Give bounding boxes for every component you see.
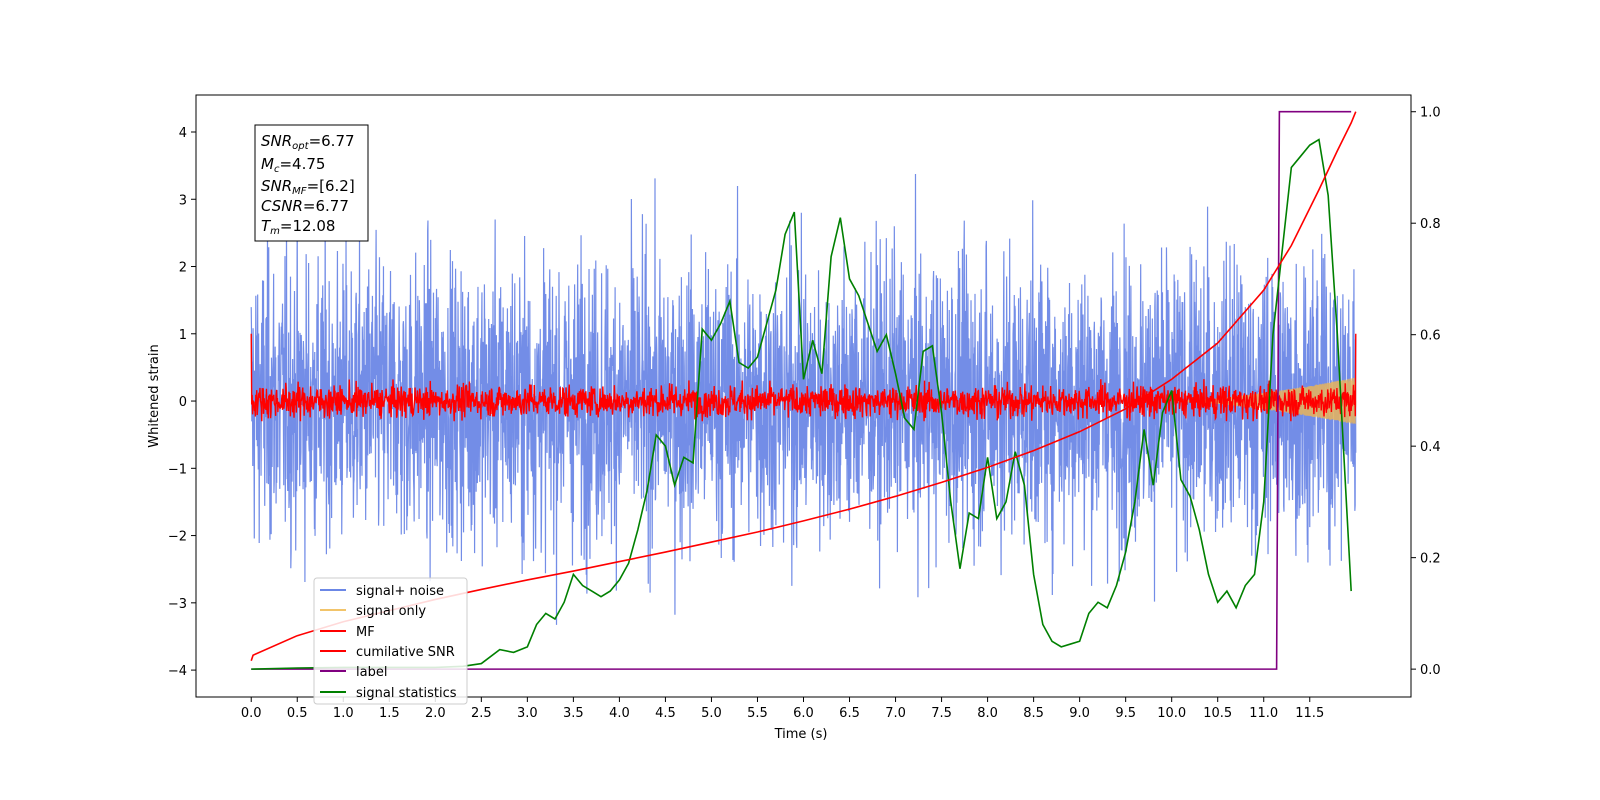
x-tick-label: 3.0 <box>517 706 538 721</box>
x-tick-label: 1.5 <box>379 706 400 721</box>
y-tick-label: −3 <box>168 597 187 612</box>
x-axis-label: Time (s) <box>774 727 828 742</box>
legend-frame <box>313 577 468 705</box>
x-tick-label: 6.5 <box>839 706 860 721</box>
x-tick-label: 7.5 <box>931 706 952 721</box>
y-tick-label: −1 <box>168 462 187 477</box>
y-axis-label: Whitened strain <box>147 344 162 447</box>
x-tick-label: 11.0 <box>1249 706 1278 721</box>
stat-snr-opt: SNRopt=6.77 <box>261 132 355 152</box>
y-tick-label: 2 <box>179 261 187 276</box>
x-tick-label: 4.0 <box>609 706 630 721</box>
stat-mc: Mc=4.75 <box>261 155 325 175</box>
y2-tick-label: 0.0 <box>1420 663 1441 678</box>
legend-label-label: label <box>356 665 387 680</box>
x-tick-label: 0.0 <box>241 706 262 721</box>
legend-label-signal-only: signal only <box>356 604 426 619</box>
legend-label-signal-noise: signal+ noise <box>356 584 444 599</box>
y-tick-label: 0 <box>179 395 187 410</box>
stat-snr-mf: SNRMF=[6.2] <box>261 177 355 197</box>
stats-box-frame <box>254 124 369 242</box>
legend-label-cumulative-snr: cumilative SNR <box>356 645 455 660</box>
y-tick-label: 1 <box>179 328 187 343</box>
x-tick-label: 5.5 <box>747 706 768 721</box>
y-tick-label: 4 <box>179 126 187 141</box>
y2-tick-label: 0.4 <box>1420 440 1441 455</box>
x-tick-label: 9.5 <box>1115 706 1136 721</box>
x-tick-label: 5.0 <box>701 706 722 721</box>
x-tick-label: 7.0 <box>885 706 906 721</box>
legend-label-mf: MF <box>356 625 375 640</box>
x-tick-label: 10.0 <box>1157 706 1186 721</box>
y2-tick-label: 0.2 <box>1420 552 1441 567</box>
x-tick-label: 6.0 <box>793 706 814 721</box>
x-tick-label: 8.0 <box>977 706 998 721</box>
series-signal-statistics <box>251 138 1352 670</box>
x-tick-label: 2.5 <box>471 706 492 721</box>
x-tick-label: 10.5 <box>1203 706 1232 721</box>
x-tick-label: 4.5 <box>655 706 676 721</box>
series-label <box>251 110 1352 670</box>
stats-box: SNRopt=6.77 Mc=4.75 SNRMF=[6.2] CSNR=6.7… <box>254 124 369 242</box>
x-tick-label: 11.5 <box>1295 706 1324 721</box>
series-signal-noise <box>250 173 1357 625</box>
x-tick-label: 0.5 <box>287 706 308 721</box>
legend-label-signal-statistics: signal statistics <box>356 686 457 701</box>
x-tick-label: 1.0 <box>333 706 354 721</box>
x-tick-label: 8.5 <box>1023 706 1044 721</box>
legend: signal+ noise signal only MF cumilative … <box>313 577 468 705</box>
stat-csnr: CSNR=6.77 <box>261 197 349 215</box>
y-tick-label: −2 <box>168 530 187 545</box>
x-tick-label: 9.0 <box>1069 706 1090 721</box>
x-tick-label: 3.5 <box>563 706 584 721</box>
plot-area <box>250 110 1357 670</box>
y-tick-label: −4 <box>168 664 187 679</box>
x-tick-label: 2.0 <box>425 706 446 721</box>
y2-tick-label: 0.6 <box>1420 329 1441 344</box>
y2-tick-label: 1.0 <box>1420 106 1441 121</box>
y-tick-label: 3 <box>179 193 187 208</box>
stat-tm: Tm=12.08 <box>261 217 335 237</box>
axis-ticks: 0.0 0.5 1.0 1.5 2.0 2.5 3.0 3.5 4.0 4.5 5.0 5.5 6.0 6… <box>168 106 1441 721</box>
y2-tick-label: 0.8 <box>1420 217 1441 232</box>
